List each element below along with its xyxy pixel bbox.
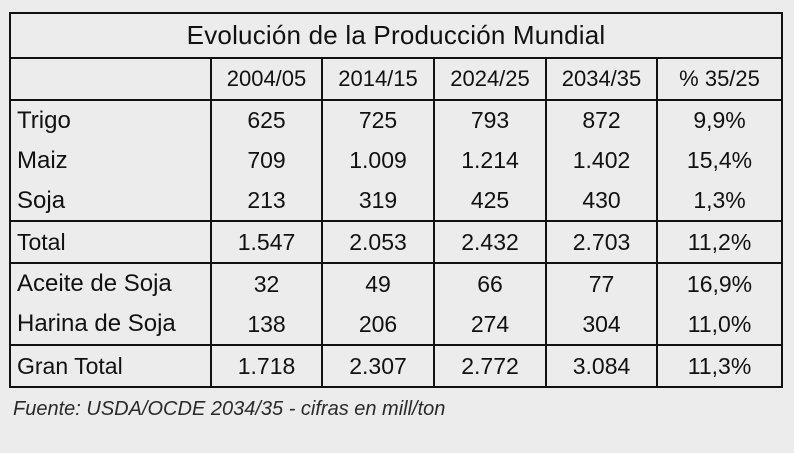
- row-label: Aceite de Soja: [9, 262, 212, 305]
- table-cell: 213: [210, 180, 323, 222]
- table-cell: 725: [321, 99, 435, 141]
- table-title-row: Evolución de la Producción Mundial: [8, 12, 784, 59]
- row-label: Trigo: [9, 99, 212, 141]
- row-label: Maiz: [9, 140, 212, 181]
- table-cell: 49: [321, 262, 435, 305]
- table-cell: 1.009: [321, 140, 435, 181]
- table-cell: 319: [321, 180, 435, 222]
- table-cell: 66: [433, 262, 547, 305]
- column-header: 2014/15: [321, 57, 435, 101]
- table-cell: 304: [545, 304, 658, 346]
- total-cell: 11,2%: [655, 220, 784, 265]
- total-label: Total: [9, 220, 212, 265]
- table-row: Soja 213 319 425 430 1,3%: [9, 180, 784, 222]
- table-cell: 16,9%: [655, 262, 784, 305]
- table-row: Trigo 625 725 793 872 9,9%: [9, 99, 784, 141]
- table-cell: 32: [210, 262, 323, 305]
- column-header-empty: [9, 57, 212, 101]
- table-cell: 11,0%: [655, 304, 784, 346]
- table-cell: 1.402: [545, 140, 658, 181]
- table-cell: 1.214: [433, 140, 547, 181]
- grand-total-row: Gran Total 1.718 2.307 2.772 3.084 11,3%: [9, 344, 784, 388]
- column-header: % 35/25: [655, 57, 784, 101]
- source-note: Fuente: USDA/OCDE 2034/35 - cifras en mi…: [13, 398, 446, 420]
- column-header: 2004/05: [210, 57, 323, 101]
- grand-total-cell: 3.084: [545, 344, 658, 388]
- total-cell: 1.547: [210, 220, 323, 265]
- table-row: Maiz 709 1.009 1.214 1.402 15,4%: [9, 140, 784, 181]
- table-title: Evolución de la Producción Mundial: [8, 12, 784, 59]
- grand-total-cell: 1.718: [210, 344, 323, 388]
- grand-total-cell: 11,3%: [655, 344, 784, 388]
- table-cell: 1,3%: [655, 180, 784, 222]
- grand-total-label: Gran Total: [9, 344, 212, 388]
- table-cell: 274: [433, 304, 547, 346]
- table-row: Aceite de Soja 32 49 66 77 16,9%: [9, 262, 784, 305]
- grand-total-cell: 2.307: [321, 344, 435, 388]
- table-cell: 15,4%: [655, 140, 784, 181]
- table-cell: 872: [545, 99, 658, 141]
- grand-total-cell: 2.772: [433, 344, 547, 388]
- table-cell: 138: [210, 304, 323, 346]
- table-cell: 206: [321, 304, 435, 346]
- production-table: Evolución de la Producción Mundial 2004/…: [8, 12, 784, 388]
- table-cell: 709: [210, 140, 323, 181]
- column-header: 2034/35: [545, 57, 658, 101]
- table-cell: 425: [433, 180, 547, 222]
- row-label: Harina de Soja: [9, 304, 212, 346]
- table-row: Harina de Soja 138 206 274 304 11,0%: [9, 304, 784, 346]
- total-row: Total 1.547 2.053 2.432 2.703 11,2%: [9, 220, 784, 265]
- production-table-container: Evolución de la Producción Mundial 2004/…: [8, 12, 784, 388]
- table-cell: 77: [545, 262, 658, 305]
- column-header-row: 2004/05 2014/15 2024/25 2034/35 % 35/25: [9, 57, 784, 101]
- table-cell: 430: [545, 180, 658, 222]
- total-cell: 2.432: [433, 220, 547, 265]
- column-header: 2024/25: [433, 57, 547, 101]
- table-cell: 625: [210, 99, 323, 141]
- table-cell: 9,9%: [655, 99, 784, 141]
- total-cell: 2.703: [545, 220, 658, 265]
- table-cell: 793: [433, 99, 547, 141]
- row-label: Soja: [9, 180, 212, 222]
- total-cell: 2.053: [321, 220, 435, 265]
